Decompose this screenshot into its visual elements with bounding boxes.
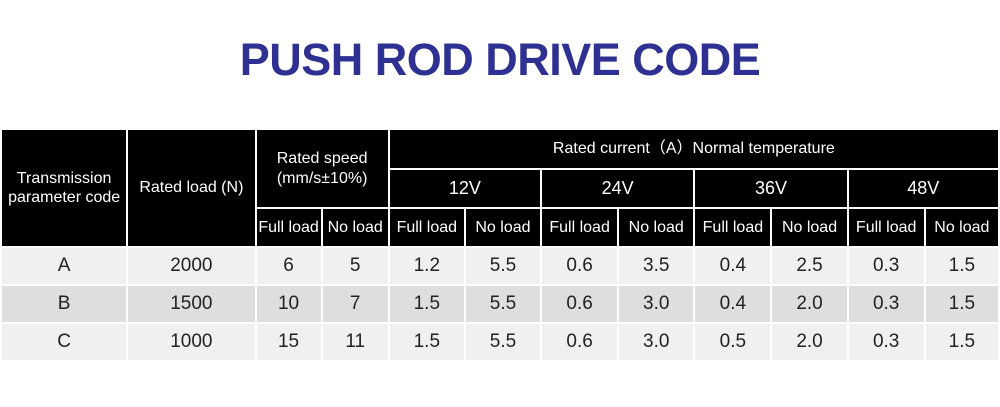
table-cell: 1000 xyxy=(126,322,257,362)
table-cell: 0.3 xyxy=(846,322,926,362)
table-cell: A xyxy=(0,246,129,286)
header-row-1: Transmission parameter code Rated load (… xyxy=(0,128,1000,248)
table-cell: 2000 xyxy=(126,246,257,286)
table-cell: 1.5 xyxy=(923,246,1000,286)
table-cell: 5.5 xyxy=(463,246,543,286)
table-cell: 1.5 xyxy=(923,322,1000,362)
table-cell: 0.6 xyxy=(540,284,620,324)
header-row-3: Full load No load Full load No load Full… xyxy=(1,207,1000,248)
table-cell: 2.0 xyxy=(770,322,849,362)
header-24v-no-load: No load xyxy=(617,207,696,248)
table-cell: 3.0 xyxy=(617,284,696,324)
header-speed-no-load: No load xyxy=(320,207,390,248)
header-rated-current: Rated current（A）Normal temperature xyxy=(387,128,1000,170)
header-12v-no-load: No load xyxy=(463,207,543,248)
header-12v-full-load: Full load xyxy=(387,207,466,248)
header-transmission-code: Transmission parameter code xyxy=(0,128,129,248)
table-cell: 10 xyxy=(254,284,323,324)
spec-table: Transmission parameter code Rated load (… xyxy=(0,128,1000,362)
header-voltage-48v: 48V xyxy=(846,168,1000,209)
table-cell: 7 xyxy=(320,284,390,324)
table-cell: B xyxy=(0,284,129,324)
table-cell: 0.6 xyxy=(540,246,620,286)
table-cell: 1.5 xyxy=(387,322,466,362)
header-24v-full-load: Full load xyxy=(540,207,620,248)
table-cell: 2.5 xyxy=(770,246,849,286)
header-speed-full-load: Full load xyxy=(254,207,323,248)
header-voltage-12v: 12V xyxy=(387,168,543,209)
table-row: A 2000 6 5 1.2 5.5 0.6 3.5 0.4 2.5 0.3 1… xyxy=(0,246,1000,286)
table-cell: 3.5 xyxy=(617,246,696,286)
table-row: C 1000 15 11 1.5 5.5 0.6 3.0 0.5 2.0 0.3… xyxy=(0,322,1000,362)
table-row: B 1500 10 7 1.5 5.5 0.6 3.0 0.4 2.0 0.3 … xyxy=(0,284,1000,324)
table-cell: 6 xyxy=(254,246,323,286)
table-cell: C xyxy=(0,322,129,362)
table-cell: 3.0 xyxy=(617,322,696,362)
header-48v-full-load: Full load xyxy=(846,207,926,248)
header-36v-no-load: No load xyxy=(770,207,849,248)
table-cell: 15 xyxy=(254,322,323,362)
table-cell: 1.2 xyxy=(387,246,466,286)
table-cell: 5 xyxy=(320,246,390,286)
table-cell: 0.3 xyxy=(846,246,926,286)
table-cell: 1.5 xyxy=(923,284,1000,324)
header-rated-speed: Rated speed (mm/s±10%) xyxy=(254,128,390,209)
table-cell: 1.5 xyxy=(387,284,466,324)
header-rated-load: Rated load (N) xyxy=(126,128,257,248)
header-36v-full-load: Full load xyxy=(693,207,773,248)
table-cell: 11 xyxy=(320,322,390,362)
table-cell: 5.5 xyxy=(463,322,543,362)
page-title: PUSH ROD DRIVE CODE xyxy=(239,34,761,85)
header-48v-no-load: No load xyxy=(923,207,1000,248)
table-cell: 0.3 xyxy=(846,284,926,324)
table-cell: 0.4 xyxy=(693,246,773,286)
header-voltage-36v: 36V xyxy=(693,168,849,209)
table-cell: 1500 xyxy=(126,284,257,324)
table-cell: 2.0 xyxy=(770,284,849,324)
table-cell: 0.5 xyxy=(693,322,773,362)
header-voltage-24v: 24V xyxy=(540,168,696,209)
table-cell: 0.4 xyxy=(693,284,773,324)
table-cell: 5.5 xyxy=(463,284,543,324)
table-cell: 0.6 xyxy=(540,322,620,362)
header-row-2: 12V 24V 36V 48V xyxy=(1,168,1000,209)
